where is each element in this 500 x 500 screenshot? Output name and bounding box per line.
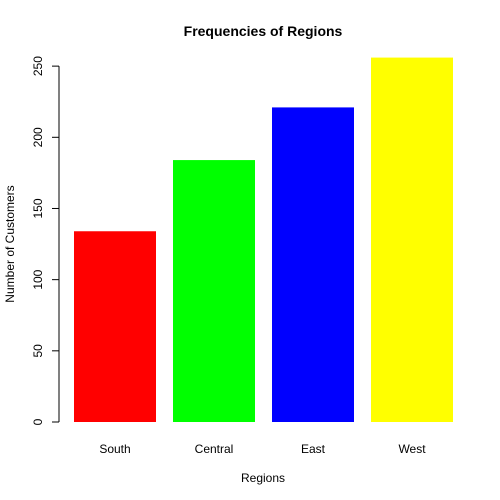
chart-title: Frequencies of Regions [184,23,343,39]
x-tick-labels: South Central East West [99,442,426,456]
bars-group [74,57,453,423]
x-tick-label-central: Central [195,442,234,456]
x-tick-label-east: East [301,442,326,456]
y-tick-label: 100 [31,269,45,289]
bar-east [272,107,354,423]
bar-south [74,231,156,422]
y-tick-label: 150 [31,198,45,218]
x-axis-label: Regions [241,471,285,485]
y-tick-label: 200 [31,127,45,147]
x-tick-label-west: West [398,442,426,456]
y-tick-label: 250 [31,56,45,76]
y-tick-label: 0 [31,418,45,425]
bar-central [173,160,255,423]
bar-west [371,57,453,423]
y-axis-label: Number of Customers [3,185,17,302]
y-tick-label: 50 [31,344,45,358]
x-tick-label-south: South [99,442,130,456]
y-axis-ticks: 0 50 100 150 200 250 [31,56,59,425]
